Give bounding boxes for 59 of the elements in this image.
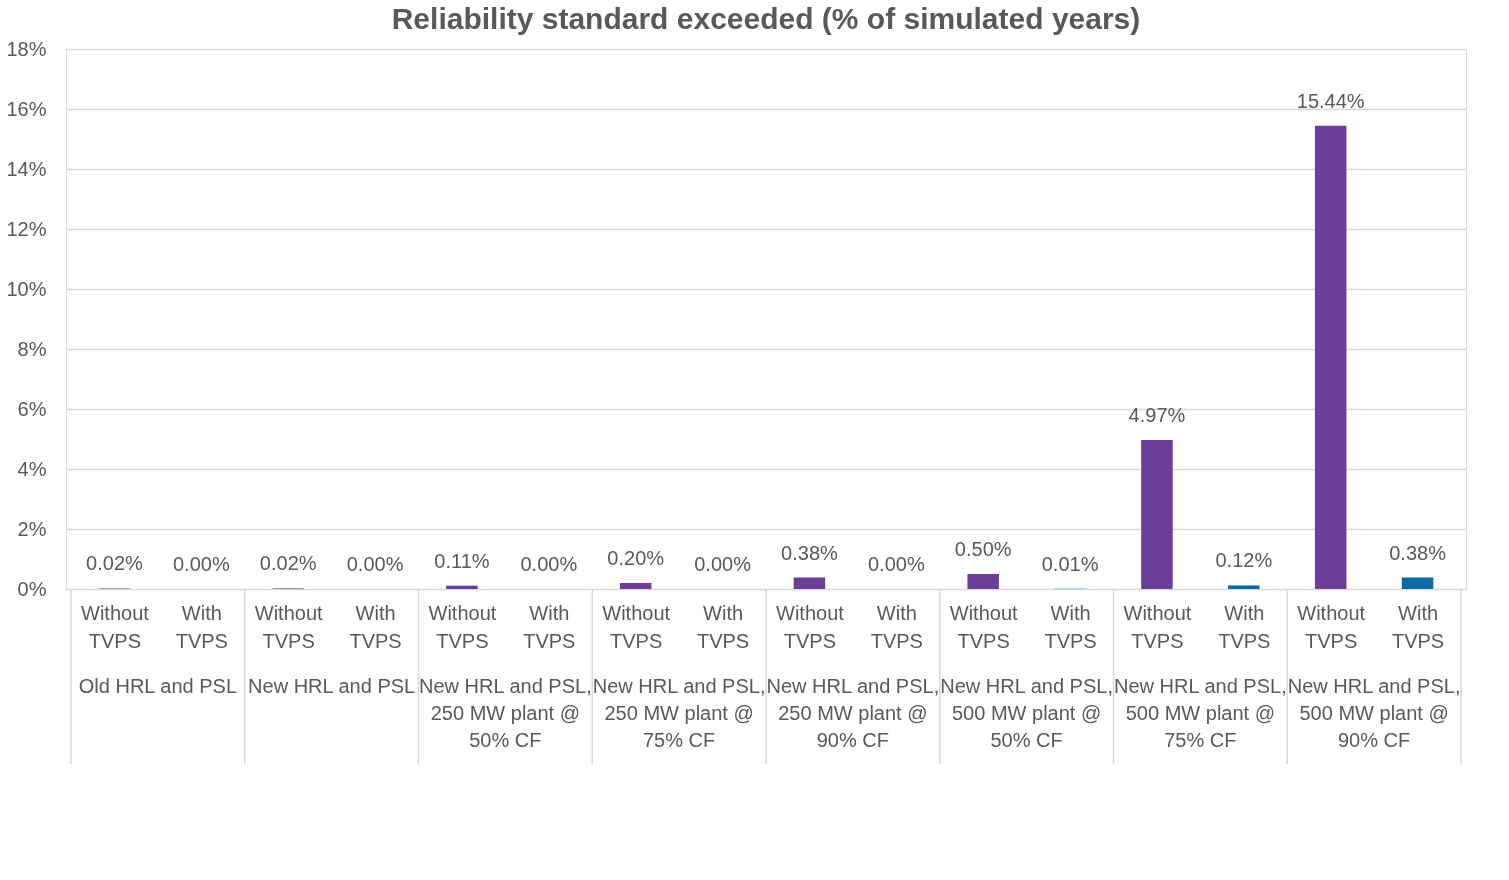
x-tick-label: Without TVPS — [776, 601, 845, 652]
chart-title: Reliability standard exceeded (% of simulated years) — [391, 2, 1141, 35]
x-tick-label: With TVPS — [175, 601, 228, 652]
data-label: 0.00% — [172, 553, 230, 575]
data-label: 0.02% — [259, 552, 317, 575]
bar — [1141, 439, 1173, 589]
y-tick-label: 18% — [6, 37, 47, 60]
x-tick-label: With TVPS — [1391, 601, 1445, 652]
y-tick-label: 2% — [17, 517, 47, 540]
text: New HRL and PSL, 250 MW plant @ 50% CF — [419, 675, 592, 751]
bar — [967, 574, 999, 589]
data-label: 0.01% — [1041, 552, 1099, 575]
x-tick-label: With TVPS — [523, 601, 576, 652]
data-label: 0.50% — [954, 538, 1012, 560]
y-tick-label: 0% — [17, 577, 47, 600]
x-tick-label: Without TVPS — [254, 601, 324, 652]
bar — [793, 577, 826, 589]
text: New HRL and PSL, 500 MW plant @ 50% CF — [940, 675, 1113, 751]
y-tick-label: 12% — [6, 217, 47, 240]
text: New HRL and PSL, 500 MW plant @ 90% CF — [1287, 675, 1461, 751]
x-tick-label: Without TVPS — [949, 601, 1019, 652]
y-tick-label: 16% — [6, 97, 47, 120]
y-tick-label: 14% — [6, 157, 47, 180]
text: Old HRL and PSL — [78, 675, 237, 697]
x-tick-label: Without TVPS — [1297, 601, 1366, 652]
data-label: 0.20% — [607, 547, 665, 569]
data-label: 0.00% — [694, 553, 752, 575]
bar — [1228, 585, 1260, 589]
y-tick-label: 4% — [17, 457, 47, 480]
x-tick-label: With TVPS — [349, 601, 402, 652]
text: New HRL and PSL, 250 MW plant @ 90% CF — [766, 675, 940, 751]
x-tick-label: Without TVPS — [81, 601, 150, 652]
text: New HRL and PSL — [248, 675, 416, 697]
data-label: 0.00% — [867, 553, 925, 575]
data-label: 0.38% — [781, 541, 838, 564]
y-tick-label: 6% — [17, 397, 47, 420]
bar — [1314, 125, 1347, 589]
data-label: 0.00% — [346, 553, 404, 575]
bar — [446, 585, 478, 589]
x-tick-label: With TVPS — [696, 601, 750, 652]
bar — [1401, 577, 1434, 589]
x-tick-label: With TVPS — [1044, 601, 1097, 652]
x-tick-label: With TVPS — [870, 601, 923, 652]
x-tick-label: With TVPS — [1218, 601, 1271, 652]
data-label: 0.11% — [434, 549, 490, 572]
text: New HRL and PSL, 250 MW plant @ 75% CF — [592, 675, 766, 751]
data-label: 15.44% — [1296, 89, 1365, 112]
y-tick-label: 8% — [17, 337, 47, 360]
data-label: 0.12% — [1215, 549, 1273, 572]
data-label: 0.38% — [1389, 541, 1447, 564]
x-tick-label: Without TVPS — [428, 601, 497, 652]
x-tick-label: Without TVPS — [1123, 601, 1192, 652]
text: New HRL and PSL, 500 MW plant @ 75% CF — [1114, 675, 1287, 751]
data-label: 0.02% — [86, 552, 143, 575]
x-tick-label: Without TVPS — [602, 601, 671, 652]
data-label: 4.97% — [1128, 403, 1186, 426]
data-label: 0.00% — [520, 553, 578, 575]
bar — [619, 583, 652, 589]
y-tick-label: 10% — [6, 277, 47, 300]
